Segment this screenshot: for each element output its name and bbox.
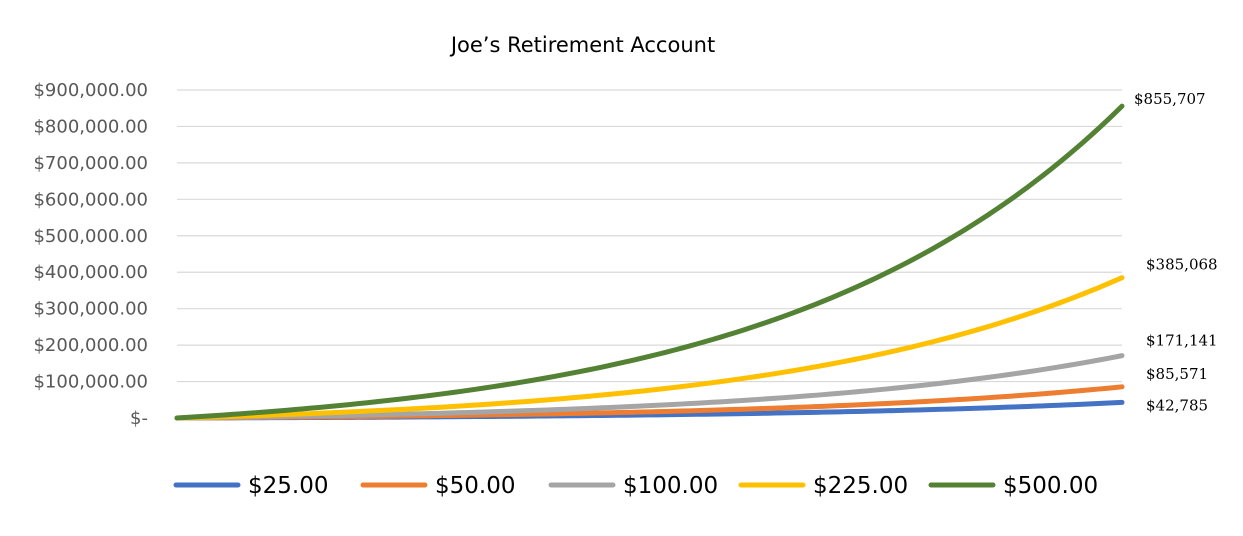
legend-label: $225.00 bbox=[813, 473, 908, 499]
end-value-label: $85,571 bbox=[1146, 365, 1208, 383]
end-value-label: $385,068 bbox=[1146, 256, 1218, 274]
end-value-label: $42,785 bbox=[1146, 396, 1208, 414]
y-tick-label: $100,000.00 bbox=[33, 372, 148, 393]
y-tick-label: $- bbox=[130, 408, 148, 429]
series-line bbox=[174, 103, 1125, 421]
series-line bbox=[174, 275, 1125, 421]
y-tick-label: $800,000.00 bbox=[33, 116, 148, 137]
series-lines bbox=[174, 103, 1125, 421]
legend-label: $100.00 bbox=[623, 473, 718, 499]
series-line bbox=[174, 353, 1125, 421]
y-tick-label: $300,000.00 bbox=[33, 299, 148, 320]
end-value-label: $855,707 bbox=[1134, 90, 1206, 108]
y-axis-tick-labels: $- $100,000.00 $200,000.00 $300,000.00 $400,… bbox=[33, 80, 148, 429]
legend-label: $50.00 bbox=[435, 473, 515, 499]
legend-label: $25.00 bbox=[248, 473, 328, 499]
y-tick-label: $600,000.00 bbox=[33, 189, 148, 210]
end-value-label: $171,141 bbox=[1146, 332, 1218, 350]
chart-title: Joe’s Retirement Account bbox=[449, 33, 715, 57]
legend: $25.00 $50.00 $100.00 $225.00 $500.00 bbox=[173, 473, 1098, 499]
y-tick-label: $500,000.00 bbox=[33, 226, 148, 247]
y-tick-label: $200,000.00 bbox=[33, 335, 148, 356]
gridlines bbox=[177, 89, 1122, 383]
legend-label: $500.00 bbox=[1003, 473, 1098, 499]
y-tick-label: $900,000.00 bbox=[33, 80, 148, 101]
y-tick-label: $400,000.00 bbox=[33, 262, 148, 283]
end-value-labels: $42,785 $85,571 $171,141 $385,068 $855,707 bbox=[1134, 90, 1218, 414]
y-tick-label: $700,000.00 bbox=[33, 153, 148, 174]
